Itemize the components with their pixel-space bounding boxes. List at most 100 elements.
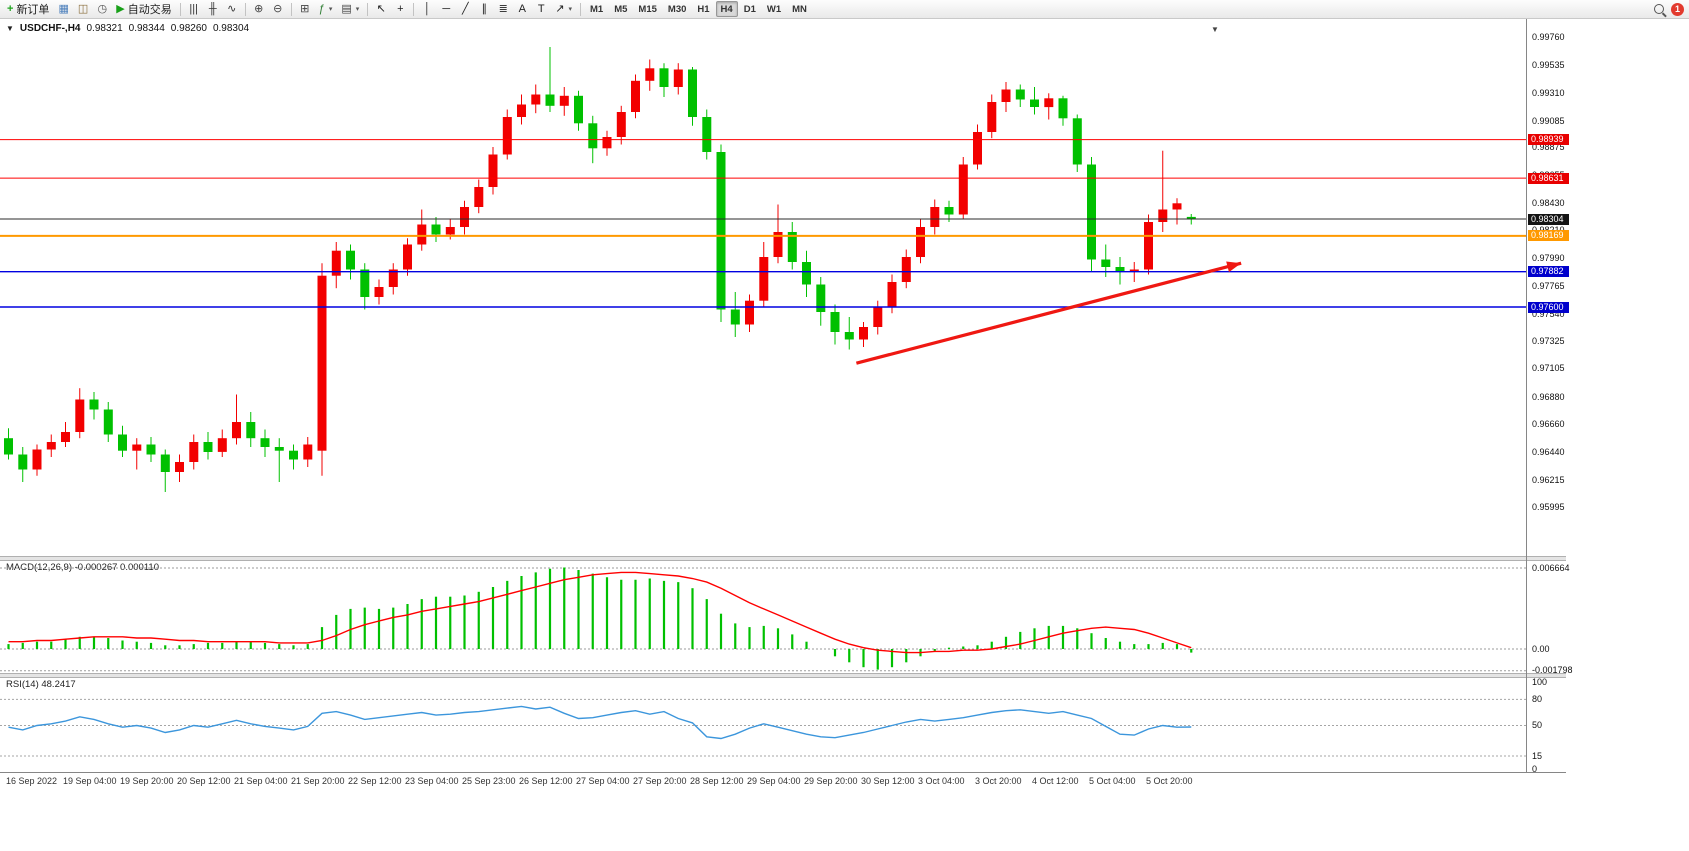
timeframe-mn-button[interactable]: MN [787, 1, 812, 17]
trend-arrow-head [1226, 261, 1242, 273]
notification-badge[interactable]: 1 [1671, 2, 1684, 16]
rsi-line [8, 705, 1192, 740]
templates-button[interactable]: ▤ ▾ [337, 1, 363, 17]
panel-splitter[interactable] [0, 673, 1566, 678]
time-tick-label: 29 Sep 20:00 [804, 776, 858, 786]
chart-shift-marker[interactable]: ▼ [1211, 25, 1219, 34]
bar-chart-icon: ||| [189, 3, 198, 15]
new-order-button[interactable]: + 新订单 [3, 1, 53, 17]
timeframe-h1-button[interactable]: H1 [692, 1, 714, 17]
candlestick-button[interactable]: ╫ [204, 1, 222, 17]
timeframe-m15-button[interactable]: M15 [633, 1, 661, 17]
time-tick-label: 19 Sep 04:00 [63, 776, 117, 786]
search-button[interactable] [1650, 1, 1668, 17]
time-tick-label: 3 Oct 20:00 [975, 776, 1022, 786]
fibonacci-button[interactable]: ≣ [494, 1, 512, 17]
rsi-panel[interactable] [0, 677, 1526, 772]
rsi-scale-label: 50 [1532, 720, 1543, 730]
time-tick-label: 16 Sep 2022 [6, 776, 58, 786]
one-click-trading-toggle[interactable]: ▼ [6, 24, 14, 33]
price-tick-label: 0.96215 [1532, 474, 1565, 485]
cursor-icon: ↖ [376, 3, 386, 15]
toolbar-separator [367, 2, 369, 16]
zoom-out-button[interactable]: ⊖ [269, 1, 287, 17]
text-label-button[interactable]: T [532, 1, 550, 17]
tile-windows-button[interactable]: ⊞ [296, 1, 314, 17]
timeframe-h4-button[interactable]: H4 [715, 1, 738, 17]
bid-price-label: 0.98304 [1528, 213, 1569, 225]
toolbar: + 新订单 ▦ ◫ ◷ ▶ 自动交易 ||| ╫ ∿ ⊕ ⊖ ⊞ ƒ ▾ ▤ ▾ ↖ + │ ─ ╱ ∥ ≣ A T ↗ ▾… [0, 0, 1689, 19]
time-tick-label: 3 Oct 04:00 [918, 776, 965, 786]
text-button[interactable]: A [513, 1, 531, 17]
ohlc-high: 0.98344 [128, 23, 165, 34]
time-tick-label: 20 Sep 12:00 [177, 776, 231, 786]
price-tick-label: 0.97990 [1532, 252, 1565, 263]
price-tick-label: 0.99760 [1532, 31, 1565, 42]
indicators-button[interactable]: ƒ ▾ [315, 1, 337, 17]
time-tick-label: 28 Sep 12:00 [690, 776, 744, 786]
toolbar-separator [179, 2, 181, 16]
time-tick-label: 21 Sep 04:00 [234, 776, 288, 786]
trend-arrow-line[interactable] [855, 261, 1242, 365]
price-line-label: 0.98169 [1528, 230, 1569, 242]
panel-splitter[interactable] [0, 556, 1566, 561]
auto-trading-button[interactable]: ▶ 自动交易 [112, 1, 175, 17]
timeframe-m1-button[interactable]: M1 [585, 1, 608, 17]
history-icon: ◷ [97, 3, 108, 15]
dropdown-caret-icon: ▾ [328, 6, 333, 13]
vertical-line-button[interactable]: │ [418, 1, 436, 17]
profiles-icon: ◫ [77, 3, 89, 15]
rsi-scale-label: 100 [1532, 676, 1548, 687]
trendline-button[interactable]: ╱ [456, 1, 474, 17]
macd-indicator-label: MACD(12,26,9) -0.000267 0.000110 [6, 562, 159, 573]
price-axis[interactable]: 0.99760 0.99535 0.99310 0.99085 0.98875 0.986… [1526, 19, 1689, 774]
profiles-button[interactable]: ◫ [74, 1, 92, 17]
trendline-icon: ╱ [461, 3, 469, 15]
horizontal-line-button[interactable]: ─ [437, 1, 455, 17]
time-tick-label: 23 Sep 04:00 [405, 776, 459, 786]
price-tick-label: 0.95995 [1532, 502, 1565, 513]
timeframe-m5-button[interactable]: M5 [609, 1, 632, 17]
price-tick-label: 0.99535 [1532, 59, 1565, 70]
chart-window: ▼ USDCHF-,H4 0.98321 0.98344 0.98260 0.9… [0, 19, 1689, 851]
line-chart-button[interactable]: ∿ [223, 1, 241, 17]
macd-panel[interactable] [0, 560, 1526, 674]
new-order-label: 新订单 [16, 4, 50, 16]
time-tick-label: 30 Sep 12:00 [861, 776, 915, 786]
ohlc-close: 0.98304 [212, 23, 250, 34]
new-order-icon: + [7, 3, 14, 15]
indicators-icon: ƒ [318, 3, 325, 15]
price-line-label: 0.97882 [1528, 266, 1569, 278]
price-tick-label: 0.98210 [1532, 225, 1565, 236]
main-chart-plot[interactable] [0, 23, 1526, 557]
time-tick-label: 25 Sep 23:00 [462, 776, 516, 786]
time-tick-label: 29 Sep 04:00 [747, 776, 801, 786]
price-line-label: 0.97600 [1528, 301, 1569, 313]
price-tick-label: 0.99085 [1532, 115, 1565, 126]
timeframe-w1-button[interactable]: W1 [762, 1, 786, 17]
time-tick-label: 19 Sep 20:00 [120, 776, 174, 786]
price-tick-label: 0.96660 [1532, 419, 1565, 429]
rsi-scale-label: 15 [1532, 750, 1543, 761]
chart-window-icon: ▦ [58, 3, 69, 15]
macd-histogram [7, 567, 1193, 670]
bar-chart-button[interactable]: ||| [185, 1, 203, 17]
cursor-button[interactable]: ↖ [372, 1, 390, 17]
macd-scale-label: 0.006664 [1532, 562, 1570, 573]
timeframe-m30-button[interactable]: M30 [663, 1, 691, 17]
chart-window-button[interactable]: ▦ [54, 1, 72, 17]
price-tick-label: 0.96880 [1532, 391, 1565, 402]
time-tick-label: 5 Oct 04:00 [1089, 776, 1136, 786]
play-icon: ▶ [116, 3, 125, 15]
price-tick-label: 0.99310 [1532, 87, 1565, 98]
channel-button[interactable]: ∥ [475, 1, 493, 17]
arrows-button[interactable]: ↗ ▾ [551, 1, 576, 17]
macd-scale-label: 0.00 [1532, 643, 1550, 654]
price-line-label: 0.98631 [1528, 172, 1569, 184]
timeframe-d1-button[interactable]: D1 [739, 1, 761, 17]
time-axis[interactable]: 16 Sep 2022 19 Sep 04:00 19 Sep 20:00 20 Se… [0, 776, 1526, 790]
history-button[interactable]: ◷ [93, 1, 111, 17]
crosshair-button[interactable]: + [391, 1, 409, 17]
rsi-scale-label: 0 [1532, 763, 1538, 774]
zoom-in-button[interactable]: ⊕ [250, 1, 268, 17]
